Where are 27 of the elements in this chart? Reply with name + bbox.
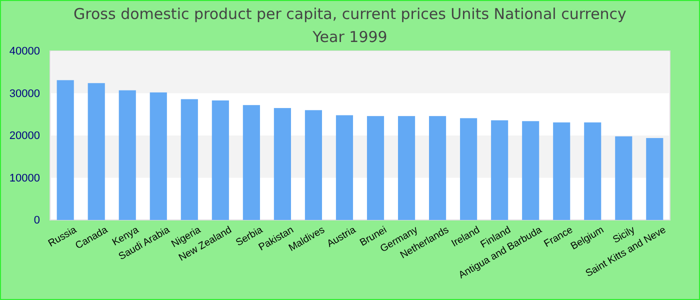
- bar: [304, 110, 322, 220]
- bar: [646, 138, 664, 220]
- y-tick-label: 40000: [9, 46, 40, 58]
- bar: [56, 80, 74, 220]
- bar: [584, 122, 602, 220]
- bar: [366, 116, 384, 220]
- y-tick-label: 30000: [9, 88, 40, 100]
- chart-title: Gross domestic product per capita, current prices Units National currency: [74, 5, 627, 23]
- bar: [180, 99, 198, 220]
- y-tick-label: 0: [34, 214, 40, 227]
- y-tick-label: 10000: [9, 172, 40, 184]
- bar: [398, 116, 416, 220]
- bar: [212, 100, 229, 220]
- bar: [460, 118, 478, 220]
- bar: [491, 120, 508, 220]
- bar: [522, 121, 540, 220]
- bar: [118, 90, 136, 220]
- bar: [429, 116, 446, 220]
- bar: [88, 83, 105, 220]
- bar: [150, 92, 167, 220]
- bar: [242, 105, 260, 220]
- y-tick-label: 20000: [9, 130, 40, 142]
- bar: [336, 115, 354, 220]
- bar: [553, 122, 570, 220]
- chart-subtitle: Year 1999: [312, 28, 388, 46]
- bar: [615, 136, 632, 220]
- bar: [274, 108, 291, 220]
